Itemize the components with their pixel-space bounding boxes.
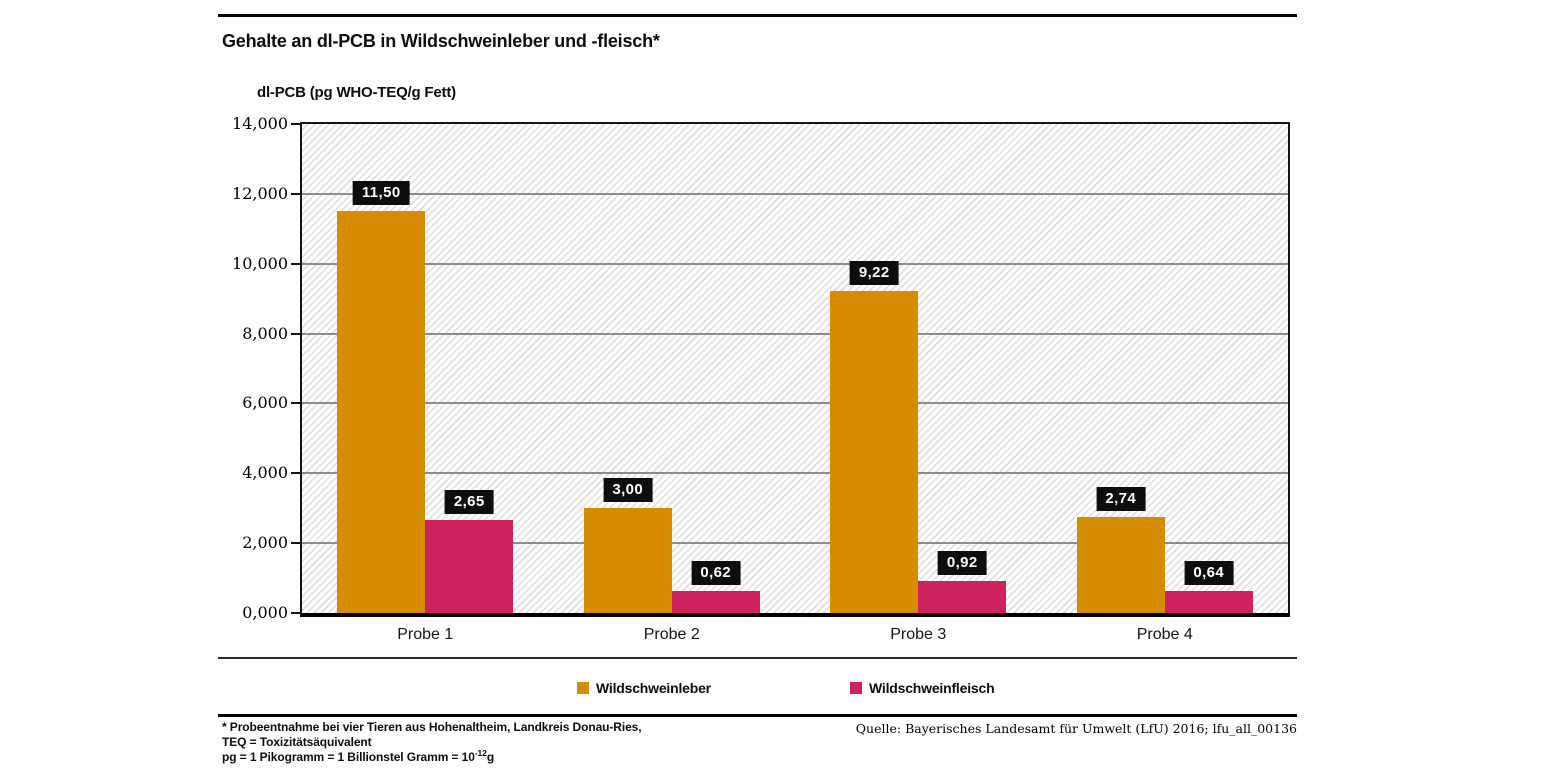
y-tick-label-0: 0,000 — [242, 603, 288, 622]
x-tick-label-Probe 4: Probe 4 — [1136, 626, 1193, 643]
header-rule — [218, 14, 1297, 17]
x-tick-label-Probe 3: Probe 3 — [890, 626, 947, 643]
bar-value-label-Wildschweinfleisch-Probe 1: 2,65 — [444, 490, 494, 514]
gridline-4 — [302, 472, 1288, 475]
y-tick-2 — [291, 542, 300, 545]
y-tick-label-14: 14,000 — [232, 114, 288, 133]
bar-Wildschweinleber-Probe 1 — [337, 211, 426, 613]
gridline-10 — [302, 262, 1288, 265]
y-tick-0 — [291, 612, 300, 614]
y-tick-10 — [291, 262, 300, 265]
bar-value-label-Wildschweinleber-Probe 4: 2,74 — [1096, 487, 1146, 511]
y-tick-6 — [291, 402, 300, 405]
legend-label-Wildschweinfleisch: Wildschweinfleisch — [869, 680, 995, 696]
x-tick-label-Probe 1: Probe 1 — [397, 626, 454, 643]
bar-value-label-Wildschweinfleisch-Probe 2: 0,62 — [691, 561, 741, 585]
legend-swatch-Wildschweinfleisch — [850, 682, 862, 694]
bar-value-label-Wildschweinfleisch-Probe 4: 0,64 — [1184, 561, 1234, 585]
legend-divider — [218, 657, 1297, 659]
y-tick-label-2: 2,000 — [242, 533, 288, 553]
gridline-8 — [302, 332, 1288, 335]
bar-value-label-Wildschweinleber-Probe 1: 11,50 — [352, 181, 410, 205]
bar-value-label-Wildschweinfleisch-Probe 3: 0,92 — [937, 551, 987, 575]
bar-Wildschweinleber-Probe 3 — [830, 291, 919, 613]
footnote-line-3: pg = 1 Pikogramm = 1 Billionstel Gramm =… — [222, 748, 641, 765]
y-tick-label-10: 10,000 — [232, 253, 288, 273]
source-note: Quelle: Bayerisches Landesamt für Umwelt… — [855, 721, 1297, 736]
bar-Wildschweinfleisch-Probe 3 — [918, 581, 1007, 613]
bar-Wildschweinfleisch-Probe 4 — [1164, 591, 1253, 613]
footnotes: * Probeentnahme bei vier Tieren aus Hohe… — [222, 720, 642, 765]
y-tick-label-12: 12,000 — [232, 183, 288, 203]
footnote-line-1: * Probeentnahme bei vier Tieren aus Hohe… — [222, 720, 642, 734]
y-tick-label-8: 8,000 — [242, 323, 288, 343]
bar-value-label-Wildschweinleber-Probe 3: 9,22 — [849, 261, 899, 285]
bar-Wildschweinfleisch-Probe 1 — [425, 520, 514, 613]
footnote-line-3-text: pg = 1 Pikogramm = 1 Billionstel Gramm =… — [222, 750, 475, 764]
gridline-6 — [302, 402, 1288, 405]
footer-rule — [218, 714, 1297, 717]
y-tick-12 — [291, 192, 300, 195]
footnote-line-3-suffix: g — [486, 750, 495, 764]
gridline-2 — [302, 542, 1288, 545]
bar-Wildschweinleber-Probe 2 — [583, 508, 672, 613]
chart-title: Gehalte an dl-PCB in Wildschweinleber un… — [222, 31, 660, 51]
legend-item-Wildschweinleber: Wildschweinleber — [577, 680, 711, 696]
bar-Wildschweinfleisch-Probe 2 — [671, 591, 760, 613]
legend-label-Wildschweinleber: Wildschweinleber — [596, 680, 711, 696]
bar-value-label-Wildschweinleber-Probe 2: 3,00 — [603, 478, 653, 502]
y-axis-title: dl-PCB (pg WHO-TEQ/g Fett) — [257, 84, 456, 101]
y-tick-8 — [291, 332, 300, 335]
gridline-12 — [302, 192, 1288, 195]
footnote-line-2: TEQ = Toxizitätsäquivalent — [222, 735, 372, 749]
y-tick-4 — [291, 472, 300, 475]
footnote-exponent: -12 — [474, 748, 487, 758]
bar-Wildschweinleber-Probe 4 — [1076, 517, 1165, 613]
legend-swatch-Wildschweinleber — [577, 682, 589, 694]
x-tick-label-Probe 2: Probe 2 — [643, 626, 700, 643]
legend-item-Wildschweinfleisch: Wildschweinfleisch — [850, 680, 995, 696]
y-tick-label-4: 4,000 — [242, 463, 288, 483]
plot-area: 11,50 2,65 3,00 0,62 9,22 0,92 2,74 0,64 — [291, 122, 1290, 617]
y-tick-label-6: 6,000 — [242, 393, 288, 413]
y-tick-14 — [291, 123, 300, 125]
